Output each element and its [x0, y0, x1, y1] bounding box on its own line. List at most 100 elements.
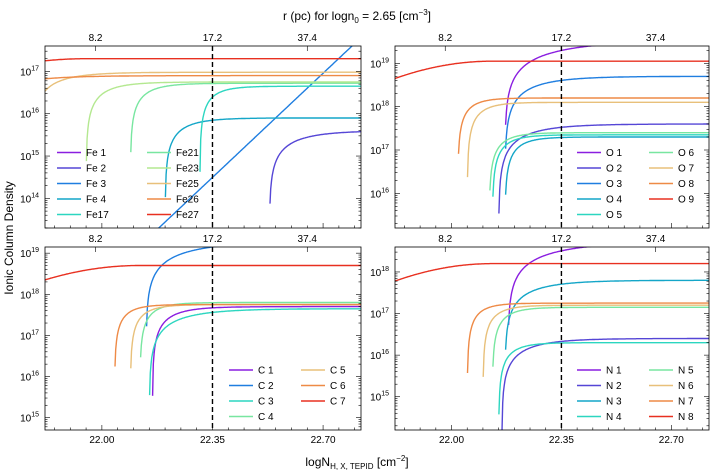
series-line-o2	[498, 123, 709, 214]
legend-label: Fe 1	[86, 148, 106, 159]
series-line-n8	[395, 262, 709, 282]
legend-label: C 7	[330, 397, 346, 408]
y-tick-label: 1016	[20, 371, 39, 384]
legend-label: Fe25	[176, 179, 199, 190]
top-tick-label: 8.2	[89, 234, 103, 245]
y-axis-label: Ionic Column Density	[2, 181, 16, 294]
series-lines	[45, 46, 361, 228]
y-tick-label: 1015	[20, 412, 39, 425]
series-line-n2	[501, 337, 709, 430]
series-line-fe2	[269, 131, 361, 204]
y-tick-label: 1016	[370, 187, 389, 200]
series-lines	[45, 247, 361, 396]
legend: C 1 C 2 C 3 C 4 C 5 C 6 C 7	[229, 366, 346, 423]
legend-label: N 3	[606, 397, 622, 408]
y-tick-label: 1016	[370, 349, 389, 362]
series-line-o4	[504, 136, 709, 195]
legend-label: O 2	[606, 164, 623, 175]
series-line-o8	[457, 97, 709, 154]
legend-label: N 5	[678, 366, 694, 377]
legend-label: O 3	[606, 179, 623, 190]
legend-label: N 6	[678, 381, 694, 392]
series-line-o3	[504, 75, 709, 149]
legend-label: Fe17	[86, 210, 109, 221]
legend-label: C 1	[258, 366, 274, 377]
panel-C: 1015 1016 1017 1018 1019 8.2 17.2 37.4 22.00 22.3…	[20, 234, 362, 446]
legend-label: Fe21	[176, 148, 199, 159]
series-line-o7	[466, 101, 709, 178]
series-line-n4	[498, 342, 709, 415]
series-line-fe21	[130, 82, 361, 153]
legend-label: O 7	[678, 164, 695, 175]
legend: O 1 O 2 O 3 O 4 O 5 O 6 O 7 O 8 O 9	[577, 148, 695, 221]
legend-label: N 4	[606, 412, 622, 423]
legend: N 1 N 2 N 3 N 4 N 5 N 6 N 7 N 8	[577, 366, 694, 423]
series-line-fe27	[45, 58, 361, 62]
x-axis-label: logNH, X, TEPID [cm−2]	[305, 454, 408, 471]
x-tick-label: 22.35	[200, 435, 225, 446]
series-line-c4	[139, 301, 361, 358]
series-line-n1	[507, 247, 592, 325]
plot-frame	[44, 45, 362, 229]
top-tick-label: 37.4	[646, 33, 666, 44]
series-line-n5	[492, 306, 709, 367]
series-line-n3	[504, 279, 709, 350]
top-title: r (pc) for logn0 = 2.65 [cm−3]	[283, 8, 431, 25]
legend-label: Fe 2	[86, 164, 106, 175]
y-tick-label: 1014	[20, 192, 39, 205]
series-line-c3	[148, 308, 361, 396]
series-line-o1	[504, 46, 597, 125]
legend-label: Fe27	[176, 210, 199, 221]
y-tick-label: 1017	[20, 329, 39, 342]
legend-label: Fe 3	[86, 179, 106, 190]
legend-label: N 2	[606, 381, 622, 392]
top-tick-label: 37.4	[298, 33, 318, 44]
legend-label: N 8	[678, 412, 694, 423]
y-tick-label: 1018	[370, 101, 389, 114]
top-tick-label: 37.4	[298, 234, 318, 245]
legend-label: N 1	[606, 366, 622, 377]
legend-label: O 8	[678, 179, 695, 190]
y-tick-label: 1016	[20, 108, 39, 121]
y-tick-label: 1015	[20, 150, 39, 163]
legend-label: C 3	[258, 397, 274, 408]
top-tick-label: 8.2	[89, 33, 103, 44]
series-line-fe25	[45, 71, 361, 92]
top-tick-label: 17.2	[203, 234, 223, 245]
series-line-fe23	[85, 81, 361, 162]
top-tick-label: 37.4	[646, 234, 666, 245]
x-tick-label: 22.00	[439, 435, 464, 446]
series-line-c5	[130, 303, 361, 369]
y-tick-label: 1018	[370, 266, 389, 279]
x-tick-label: 22.35	[549, 435, 574, 446]
legend-label: O 5	[606, 210, 623, 221]
top-tick-label: 8.2	[438, 234, 452, 245]
y-tick-label: 1017	[370, 308, 389, 321]
plot-frame	[394, 246, 710, 431]
series-line-fe4	[164, 117, 361, 198]
legend-label: C 4	[258, 412, 274, 423]
series-lines	[395, 46, 709, 214]
panel-N: 1015 1016 1017 1018 8.2 17.2 37.4 22.00 22.35 22.…	[370, 234, 710, 446]
legend-label: N 7	[678, 397, 694, 408]
legend-label: C 5	[330, 366, 346, 377]
legend-label: Fe26	[176, 195, 199, 206]
x-tick-label: 22.70	[311, 435, 336, 446]
top-tick-label: 17.2	[552, 33, 572, 44]
y-tick-label: 1019	[20, 247, 39, 260]
top-tick-label: 8.2	[438, 33, 452, 44]
series-lines	[395, 247, 709, 430]
y-tick-label: 1017	[20, 65, 39, 78]
legend-label: O 6	[678, 148, 695, 159]
y-tick-label: 1017	[370, 144, 389, 157]
series-line-c7	[45, 264, 361, 281]
legend-label: Fe23	[176, 164, 199, 175]
series-line-c1	[151, 305, 361, 396]
series-line-n7	[466, 302, 709, 374]
y-tick-label: 1015	[370, 391, 389, 404]
panels: 1014 1015 1016 1017 8.2 17.2 37.4 Fe 1 Fe 2 Fe 3 F…	[20, 33, 710, 446]
y-tick-label: 1018	[20, 288, 39, 301]
series-line-o5	[492, 134, 709, 197]
